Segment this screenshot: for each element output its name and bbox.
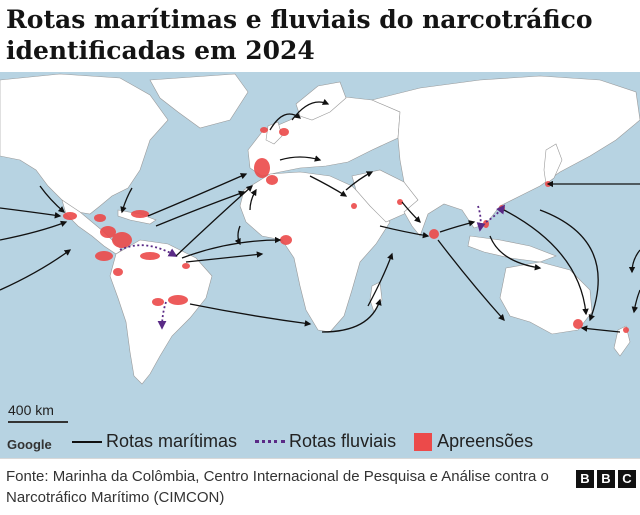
southeast-asia-islands: [467, 235, 557, 263]
map-canvas: [0, 73, 640, 385]
seizure-area: [152, 298, 164, 306]
scandinavia: [295, 81, 347, 121]
legend-maritime: Rotas marítimas: [72, 431, 237, 452]
footer-divider: [0, 458, 640, 459]
river-route: [119, 244, 178, 257]
page-title: Rotas marítimas e fluviais do narcotráfi…: [6, 5, 593, 65]
bbc-logo: B B C: [573, 470, 636, 488]
legend-seizures-label: Apreensões: [437, 431, 534, 451]
maritime-route: [249, 188, 257, 211]
australia: [499, 261, 593, 335]
legend-seizures: Apreensões: [414, 431, 533, 452]
seizure-area: [573, 319, 583, 329]
scale-label: 400 km: [8, 402, 54, 418]
seizure-area: [623, 327, 629, 333]
new-zealand: [613, 325, 631, 357]
maritime-route: [321, 298, 382, 333]
maritime-route: [0, 249, 72, 291]
legend-river: Rotas fluviais: [255, 431, 396, 452]
africa: [239, 171, 391, 333]
maritime-route: [120, 187, 133, 214]
legend-maritime-label: Rotas marítimas: [106, 431, 238, 451]
bbc-logo-letter: B: [576, 470, 594, 488]
scale-bar: [8, 421, 68, 423]
source-note: Fonte: Marinha da Colômbia, Centro Inter…: [6, 468, 549, 506]
maritime-route: [437, 239, 505, 321]
seizure-area: [260, 127, 268, 133]
maritime-route: [181, 236, 282, 259]
maritime-route: [379, 225, 430, 239]
maritime-route: [401, 201, 421, 223]
madagascar: [369, 281, 383, 313]
land-masses: [0, 73, 640, 385]
maritime-route: [269, 112, 302, 131]
maritime-route: [367, 252, 394, 307]
uk-ireland: [265, 121, 283, 145]
maritime-route: [175, 185, 253, 257]
maritime-route: [0, 220, 68, 241]
south-america: [109, 239, 213, 385]
world-map[interactable]: [0, 72, 640, 458]
seizure-area: [131, 210, 149, 218]
seizure-area: [95, 251, 113, 261]
seizure-area: [429, 229, 439, 239]
maritime-route: [234, 225, 241, 246]
maritime-route: [185, 251, 264, 263]
maritime-route: [279, 155, 322, 162]
seizure-area: [112, 232, 132, 248]
seizure-area: [279, 128, 289, 136]
japan: [543, 143, 563, 185]
maritime-route: [631, 289, 640, 314]
greenland: [149, 73, 249, 129]
seizure-area: [280, 235, 292, 245]
legend-river-label: Rotas fluviais: [289, 431, 397, 451]
seizure-area: [266, 175, 278, 185]
seizure-area: [94, 214, 106, 222]
maritime-route: [309, 175, 348, 197]
bbc-logo-letter: C: [618, 470, 636, 488]
maritime-route: [580, 325, 621, 333]
river-line-swatch: [255, 440, 286, 443]
map-attribution: Google: [7, 437, 52, 452]
maritime-route: [155, 190, 246, 227]
seizure-area: [182, 263, 190, 269]
seizure-area: [63, 212, 77, 220]
maritime-route: [439, 220, 476, 233]
north-america: [0, 73, 169, 215]
maritime-route: [489, 235, 542, 271]
maritime-line-swatch: [72, 440, 102, 443]
seizure-area: [168, 295, 188, 305]
seizure-area: [254, 158, 270, 178]
maritime-route: [628, 249, 640, 274]
maritime-route: [147, 173, 248, 217]
seizure-area: [397, 199, 403, 205]
seizure-area: [140, 252, 160, 260]
legend: Rotas marítimas Rotas fluviais Apreensõe…: [72, 431, 551, 452]
river-routes[interactable]: [119, 204, 506, 330]
middle-east: [351, 169, 419, 223]
seizure-swatch: [414, 432, 433, 451]
maritime-route: [0, 207, 62, 219]
maritime-route: [39, 185, 65, 213]
seizure-areas[interactable]: [63, 127, 629, 333]
seizure-area: [100, 226, 116, 238]
asia: [371, 75, 640, 237]
seizure-area: [113, 268, 123, 276]
maritime-route: [345, 171, 374, 191]
river-route: [157, 301, 167, 330]
maritime-route: [539, 209, 599, 322]
maritime-routes[interactable]: [0, 98, 640, 333]
maritime-route: [503, 209, 589, 316]
maritime-route: [189, 303, 312, 327]
maritime-route: [291, 98, 330, 121]
seizure-area: [351, 203, 357, 209]
bbc-logo-letter: B: [597, 470, 615, 488]
